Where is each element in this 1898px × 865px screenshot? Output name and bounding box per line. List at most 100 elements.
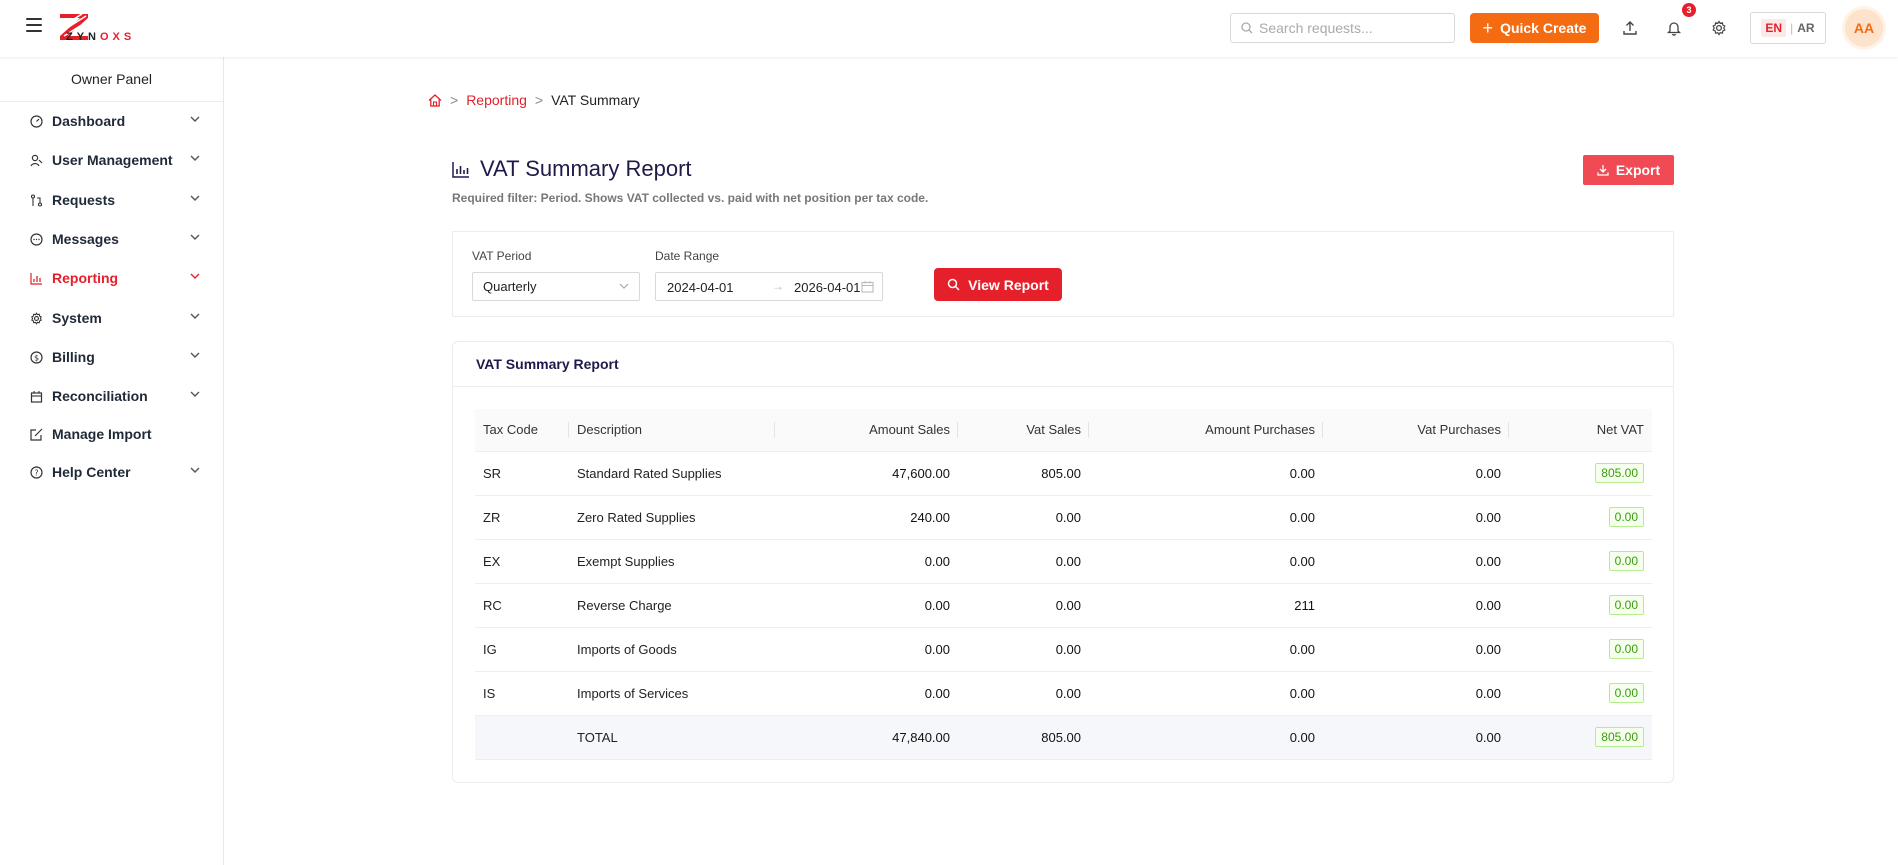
net-vat-tag: 805.00 (1595, 463, 1644, 483)
sidebar-item-requests[interactable]: Requests (0, 181, 224, 219)
sidebar-item-label: Dashboard (52, 113, 126, 129)
gear-icon (29, 311, 43, 325)
lang-ar[interactable]: AR (1797, 21, 1815, 35)
messages-icon (29, 232, 43, 246)
plus-icon: + (1482, 18, 1494, 38)
cell-vat-purchases: 0.00 (1323, 671, 1509, 716)
sidebar: Owner Panel Dashboard User Management Re… (0, 57, 224, 865)
settings-gear-icon[interactable] (1708, 17, 1730, 39)
cell-net-vat: 0.00 (1509, 539, 1652, 584)
report-card: VAT Summary Report Tax Code Description … (452, 341, 1674, 783)
view-report-button[interactable]: View Report (934, 268, 1062, 301)
cell-vat-sales: 0.00 (958, 671, 1089, 716)
calendar-icon[interactable] (861, 280, 874, 293)
chevron-down-icon (619, 283, 629, 289)
table-row: ZR Zero Rated Supplies 240.00 0.00 0.00 … (475, 495, 1652, 540)
breadcrumb-current: VAT Summary (551, 92, 640, 108)
page-title-text: VAT Summary Report (480, 156, 692, 181)
sidebar-item-reconciliation[interactable]: Reconciliation (0, 377, 224, 415)
net-vat-tag: 0.00 (1608, 551, 1644, 571)
cell-amount-sales: 0.00 (775, 583, 958, 628)
cell-description: Reverse Charge (569, 583, 775, 628)
vat-period-value: Quarterly (483, 279, 537, 294)
sidebar-item-billing[interactable]: $ Billing (0, 338, 224, 376)
upload-icon[interactable] (1619, 17, 1641, 39)
column-header-description[interactable]: Description (569, 409, 775, 452)
sidebar-item-label: System (52, 310, 102, 326)
column-header-vat-sales[interactable]: Vat Sales (958, 409, 1089, 452)
cell-vat-purchases: 0.00 (1323, 583, 1509, 628)
cell-description: Exempt Supplies (569, 539, 775, 584)
column-header-amount-purchases[interactable]: Amount Purchases (1089, 409, 1323, 452)
cell-description: Imports of Goods (569, 627, 775, 672)
column-header-amount-sales[interactable]: Amount Sales (775, 409, 958, 452)
help-icon: ? (29, 465, 43, 479)
cell-description: Imports of Services (569, 671, 775, 716)
table-total-row: TOTAL 47,840.00 805.00 0.00 0.00 805.00 (475, 715, 1652, 760)
chevron-down-icon (190, 391, 200, 397)
sidebar-item-messages[interactable]: Messages (0, 220, 224, 258)
cell-amount-purchases: 0.00 (1089, 451, 1323, 496)
sidebar-item-user-management[interactable]: User Management (0, 141, 224, 179)
net-vat-tag: 0.00 (1608, 683, 1644, 703)
date-range-label: Date Range (655, 249, 720, 263)
cell-tax-code: EX (475, 539, 569, 584)
cell-amount-sales: 0.00 (775, 627, 958, 672)
arrow-right-icon: → (772, 279, 784, 293)
column-header-net-vat[interactable]: Net VAT (1509, 409, 1652, 452)
column-header-tax-code[interactable]: Tax Code (475, 409, 569, 452)
sidebar-item-system[interactable]: System (0, 299, 224, 337)
cell-vat-purchases: 0.00 (1323, 451, 1509, 496)
sidebar-item-reporting[interactable]: Reporting (0, 259, 224, 297)
cell-amount-sales: 47,840.00 (775, 715, 958, 760)
sidebar-item-manage-import[interactable]: Manage Import (0, 415, 224, 453)
cell-amount-sales: 0.00 (775, 671, 958, 716)
date-range-end[interactable]: 2026-04-01 (794, 280, 861, 295)
vat-period-select[interactable]: Quarterly (472, 272, 640, 301)
search-box[interactable] (1230, 13, 1455, 43)
reporting-icon (29, 271, 43, 285)
date-range-picker[interactable]: 2024-04-01 → 2026-04-01 (655, 272, 883, 301)
table-row: IG Imports of Goods 0.00 0.00 0.00 0.00 … (475, 627, 1652, 672)
export-button[interactable]: Export (1583, 155, 1674, 185)
sidebar-item-label: Help Center (52, 464, 131, 480)
breadcrumb-link-reporting[interactable]: Reporting (466, 92, 527, 108)
cell-amount-purchases: 0.00 (1089, 671, 1323, 716)
column-header-vat-purchases[interactable]: Vat Purchases (1323, 409, 1509, 452)
sidebar-item-label: Messages (52, 231, 119, 247)
home-icon[interactable] (428, 93, 442, 107)
chevron-down-icon (190, 273, 200, 279)
search-input[interactable] (1259, 20, 1449, 36)
bar-chart-icon (452, 161, 469, 178)
table-row: IS Imports of Services 0.00 0.00 0.00 0.… (475, 671, 1652, 716)
user-avatar[interactable]: AA (1845, 9, 1883, 47)
cell-description: Zero Rated Supplies (569, 495, 775, 540)
language-switcher[interactable]: EN | AR (1750, 12, 1826, 44)
cell-vat-purchases: 0.00 (1323, 539, 1509, 584)
cell-vat-sales: 805.00 (958, 451, 1089, 496)
lang-en[interactable]: EN (1761, 19, 1787, 37)
cell-vat-purchases: 0.00 (1323, 627, 1509, 672)
breadcrumb-separator: > (450, 92, 459, 108)
cell-net-vat: 805.00 (1509, 451, 1652, 496)
cell-amount-purchases: 0.00 (1089, 495, 1323, 540)
cell-vat-sales: 0.00 (958, 583, 1089, 628)
report-card-title: VAT Summary Report (453, 342, 1673, 387)
svg-text:$: $ (33, 353, 38, 362)
cell-net-vat: 0.00 (1509, 495, 1652, 540)
date-range-start[interactable]: 2024-04-01 (667, 280, 734, 295)
hamburger-menu-icon[interactable] (26, 18, 42, 32)
table-row: SR Standard Rated Supplies 47,600.00 805… (475, 451, 1652, 496)
quick-create-button[interactable]: + Quick Create (1470, 13, 1599, 43)
net-vat-tag: 805.00 (1595, 727, 1644, 747)
svg-text:?: ? (34, 468, 38, 477)
cell-vat-sales: 0.00 (958, 627, 1089, 672)
cell-tax-code (475, 715, 569, 760)
sidebar-item-help-center[interactable]: ? Help Center (0, 453, 224, 491)
cell-tax-code: ZR (475, 495, 569, 540)
cell-vat-sales: 805.00 (958, 715, 1089, 760)
bell-icon[interactable] (1663, 17, 1685, 39)
sidebar-item-dashboard[interactable]: Dashboard (0, 102, 224, 140)
sidebar-item-label: Billing (52, 349, 95, 365)
chevron-down-icon (190, 155, 200, 161)
